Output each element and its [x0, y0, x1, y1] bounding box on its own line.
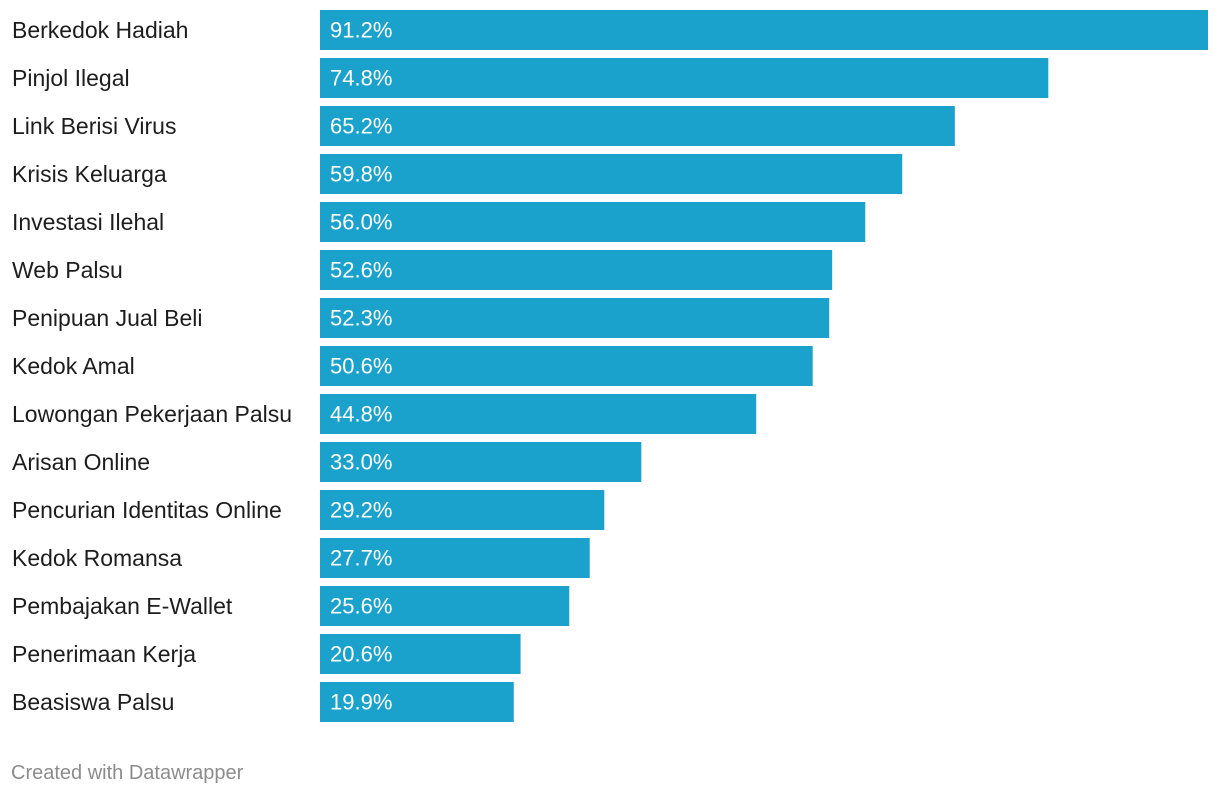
category-label: Berkedok Hadiah — [12, 17, 188, 43]
bar — [320, 634, 521, 674]
value-label: 74.8% — [330, 66, 392, 91]
bar — [320, 106, 955, 146]
value-label: 20.6% — [330, 642, 392, 667]
value-label: 19.9% — [330, 690, 392, 715]
value-label: 33.0% — [330, 450, 392, 475]
category-label: Pembajakan E-Wallet — [12, 593, 233, 619]
category-label: Arisan Online — [12, 449, 150, 475]
category-label: Investasi Ilehal — [12, 209, 164, 235]
value-label: 65.2% — [330, 114, 392, 139]
category-label: Penerimaan Kerja — [12, 641, 196, 667]
category-label: Kedok Romansa — [12, 545, 182, 571]
value-label: 44.8% — [330, 402, 392, 427]
bar — [320, 58, 1049, 98]
bar — [320, 250, 833, 290]
bar — [320, 394, 757, 434]
value-label: 91.2% — [330, 18, 392, 43]
category-label: Kedok Amal — [12, 353, 135, 379]
bar — [320, 442, 642, 482]
category-label: Web Palsu — [12, 257, 123, 283]
bar — [320, 202, 866, 242]
value-label: 50.6% — [330, 354, 392, 379]
value-label: 25.6% — [330, 594, 392, 619]
value-label: 52.6% — [330, 258, 392, 283]
value-label: 59.8% — [330, 162, 392, 187]
category-label: Krisis Keluarga — [12, 161, 167, 187]
category-label: Link Berisi Virus — [12, 113, 176, 139]
bar — [320, 346, 813, 386]
value-label: 27.7% — [330, 546, 392, 571]
value-label: 29.2% — [330, 498, 392, 523]
bar — [320, 538, 590, 578]
category-label: Penipuan Jual Beli — [12, 305, 203, 331]
category-label: Pencurian Identitas Online — [12, 497, 282, 523]
value-label: 56.0% — [330, 210, 392, 235]
category-label: Beasiswa Palsu — [12, 689, 174, 715]
category-label: Lowongan Pekerjaan Palsu — [12, 401, 292, 427]
bar — [320, 490, 605, 530]
credit-text: Created with Datawrapper — [11, 762, 244, 784]
category-label: Pinjol Ilegal — [12, 65, 130, 91]
value-label: 52.3% — [330, 306, 392, 331]
bar — [320, 298, 830, 338]
bar — [320, 586, 570, 626]
bar — [320, 682, 514, 722]
bar — [320, 10, 1208, 50]
bar — [320, 154, 903, 194]
